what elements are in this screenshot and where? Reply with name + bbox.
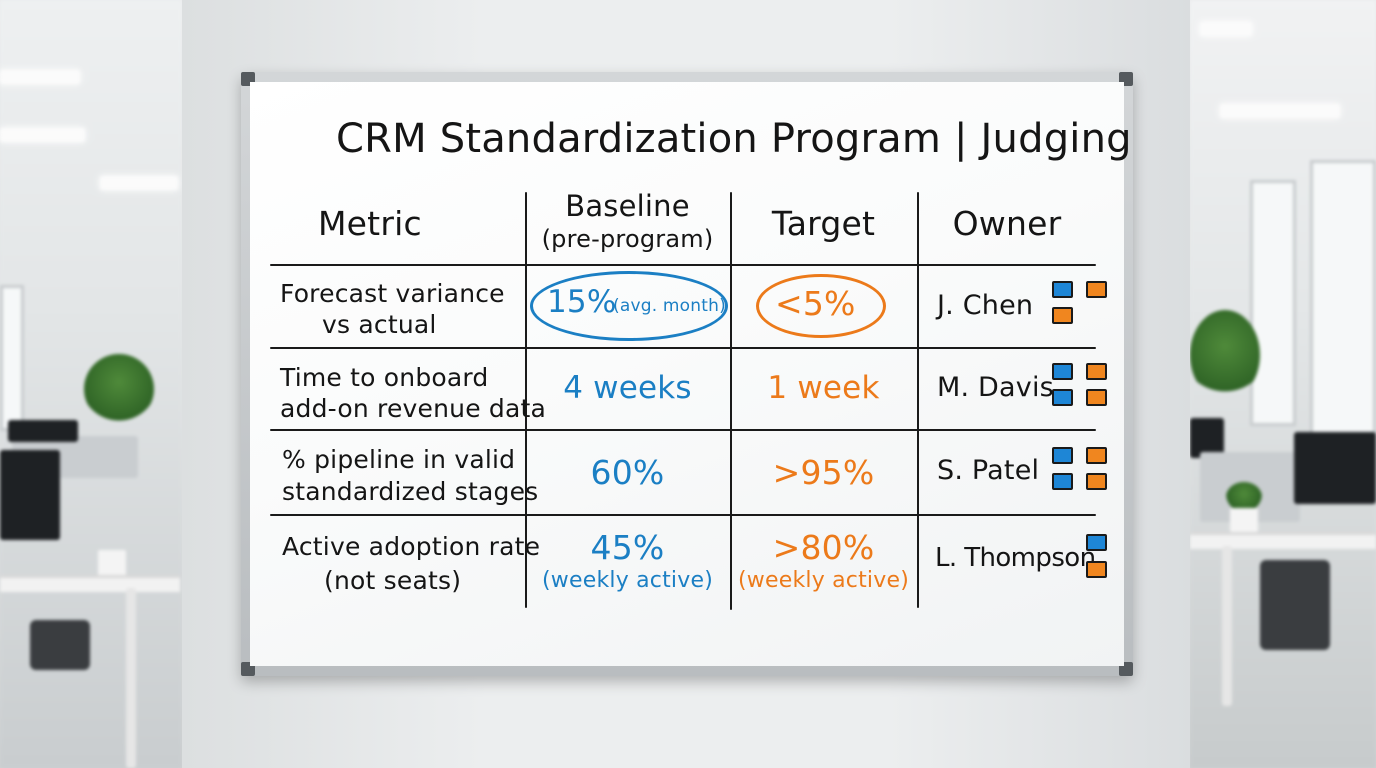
row4-target: >80%	[772, 528, 875, 567]
magnet	[1052, 447, 1073, 464]
magnet	[1086, 363, 1107, 380]
row2-metric-line1: Time to onboard	[280, 363, 489, 392]
background-office-right	[1190, 0, 1376, 768]
row-divider	[270, 514, 1096, 516]
magnet	[1052, 281, 1073, 298]
row3-owner: S. Patel	[937, 455, 1040, 486]
board-title: CRM Standardization Program | Judging	[336, 116, 1132, 162]
magnet	[1086, 281, 1107, 298]
magnet	[1052, 389, 1073, 406]
target-highlight-circle	[756, 274, 886, 338]
header-metric: Metric	[318, 204, 422, 243]
desk-leg	[126, 588, 136, 768]
row2-baseline: 4 weeks	[563, 370, 692, 406]
magnet	[1086, 389, 1107, 406]
monitor	[1294, 432, 1376, 504]
chair	[30, 620, 90, 670]
ceiling-light	[0, 128, 85, 142]
row4-baseline: 45%	[590, 528, 665, 567]
desk	[0, 575, 180, 592]
monitor	[0, 450, 60, 540]
window	[1250, 180, 1296, 426]
baseline-highlight-circle	[530, 271, 728, 341]
monitor	[1190, 418, 1224, 458]
row2-metric-line2: add-on revenue data	[280, 394, 547, 423]
row1-target: <5%	[775, 284, 856, 323]
row4-target-note: (weekly active)	[738, 568, 909, 593]
magnet	[1086, 561, 1107, 578]
plant-pot	[1230, 508, 1258, 532]
magnet	[1052, 363, 1073, 380]
desk-leg	[1222, 546, 1232, 706]
ceiling-light	[1220, 104, 1340, 118]
row4-metric-line2: (not seats)	[324, 566, 462, 595]
row3-metric-line2: standardized stages	[282, 477, 539, 506]
row4-metric-line1: Active adoption rate	[282, 532, 541, 561]
magnet	[1052, 307, 1073, 324]
row4-baseline-note: (weekly active)	[542, 568, 713, 593]
magnet	[1086, 534, 1107, 551]
row1-baseline-note: (avg. month)	[613, 296, 726, 316]
header-baseline: Baseline	[565, 189, 690, 223]
header-owner: Owner	[952, 204, 1062, 243]
column-divider	[525, 192, 527, 608]
ceiling-light	[1200, 22, 1252, 36]
magnet	[1052, 473, 1073, 490]
magnet	[1086, 447, 1107, 464]
desk	[1190, 532, 1376, 549]
row-divider	[270, 347, 1096, 349]
chair	[1260, 560, 1330, 650]
whiteboard	[250, 82, 1124, 666]
window	[0, 285, 24, 431]
header-target: Target	[771, 204, 876, 243]
row1-metric-line1: Forecast variance	[280, 279, 505, 308]
row3-metric-line1: % pipeline in valid	[282, 445, 516, 474]
background-office-left	[0, 0, 182, 768]
ceiling-light	[0, 70, 80, 84]
row2-owner: M. Davis	[937, 372, 1054, 403]
row2-target: 1 week	[767, 370, 880, 406]
row1-owner: J. Chen	[937, 290, 1034, 321]
row1-baseline: 15%	[547, 284, 617, 320]
row3-baseline: 60%	[590, 453, 665, 492]
row3-target: >95%	[772, 453, 875, 492]
row1-metric-line2: vs actual	[322, 310, 437, 339]
header-divider	[270, 264, 1096, 266]
monitor	[8, 420, 78, 442]
column-divider	[730, 192, 732, 610]
window	[1310, 160, 1376, 436]
header-baseline-note: (pre-program)	[541, 225, 714, 253]
magnet	[1086, 473, 1107, 490]
ceiling-light	[100, 176, 178, 190]
plant	[1226, 482, 1262, 512]
row-divider	[270, 429, 1096, 431]
column-divider	[917, 192, 919, 608]
plant	[84, 354, 154, 424]
plant	[1190, 310, 1260, 400]
row4-owner: L. Thompson	[935, 543, 1096, 573]
